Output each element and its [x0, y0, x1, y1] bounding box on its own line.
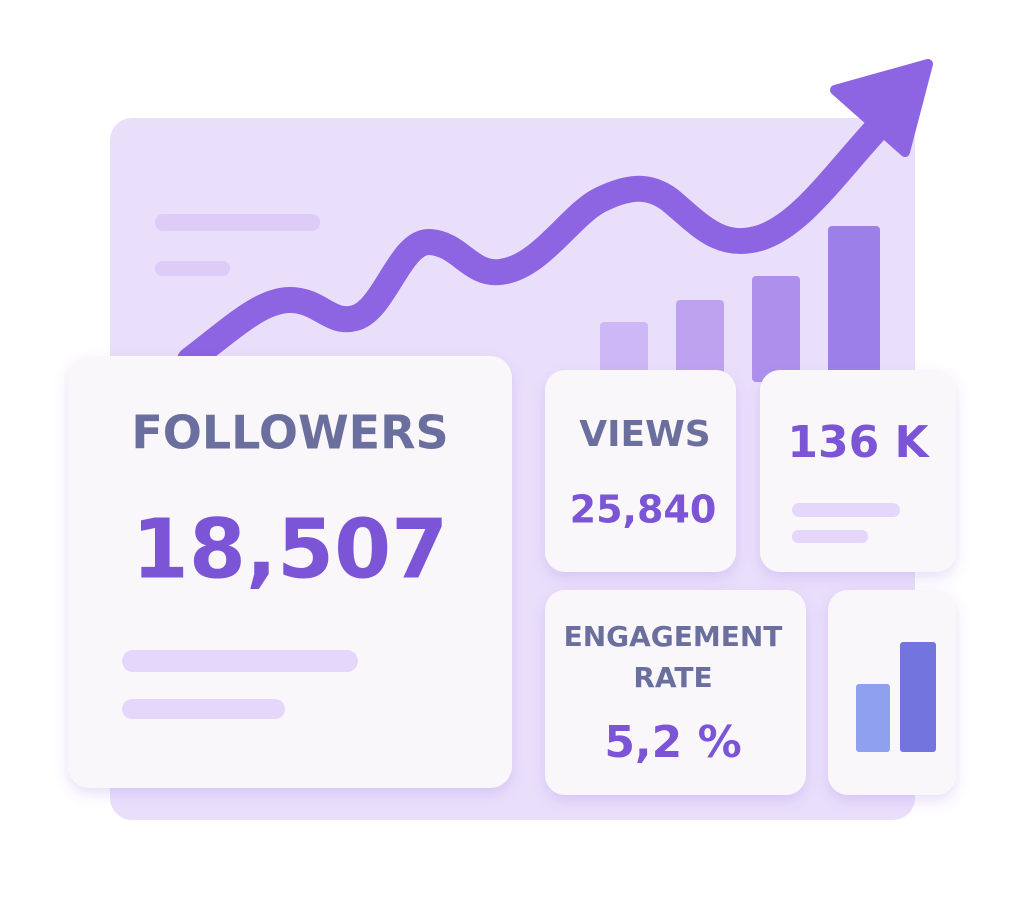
- card-label: VIEWS: [579, 414, 710, 455]
- card-value: 18,507: [132, 502, 448, 597]
- trend-line: [177, 112, 893, 373]
- card-value: 5,2 %: [604, 717, 741, 768]
- card-value: 25,840: [570, 488, 717, 532]
- placeholder-line: [155, 214, 320, 231]
- decorative-bars: [600, 226, 880, 382]
- arrow-head: [830, 59, 933, 157]
- placeholder-line: [792, 503, 900, 517]
- bar-decor: [752, 276, 800, 382]
- views-card: [545, 370, 736, 572]
- card-value: 136 K: [787, 417, 930, 468]
- card-label: RATE: [633, 661, 712, 694]
- followers-card: [68, 356, 512, 788]
- placeholder-line: [792, 530, 868, 543]
- placeholder-line: [122, 650, 358, 672]
- bar-decor: [828, 226, 880, 382]
- card-label: FOLLOWERS: [131, 406, 448, 460]
- card-label: ENGAGEMENT: [564, 620, 783, 653]
- reach-card: [760, 370, 956, 572]
- bar-decor: [856, 684, 890, 752]
- bar-decor: [676, 300, 724, 382]
- bar-decor: [600, 322, 648, 382]
- bar-decor: [900, 642, 936, 752]
- placeholder-line: [155, 261, 230, 276]
- mini-chart-card: [828, 590, 956, 795]
- engagement-card: [545, 590, 806, 795]
- placeholder-line: [122, 699, 285, 719]
